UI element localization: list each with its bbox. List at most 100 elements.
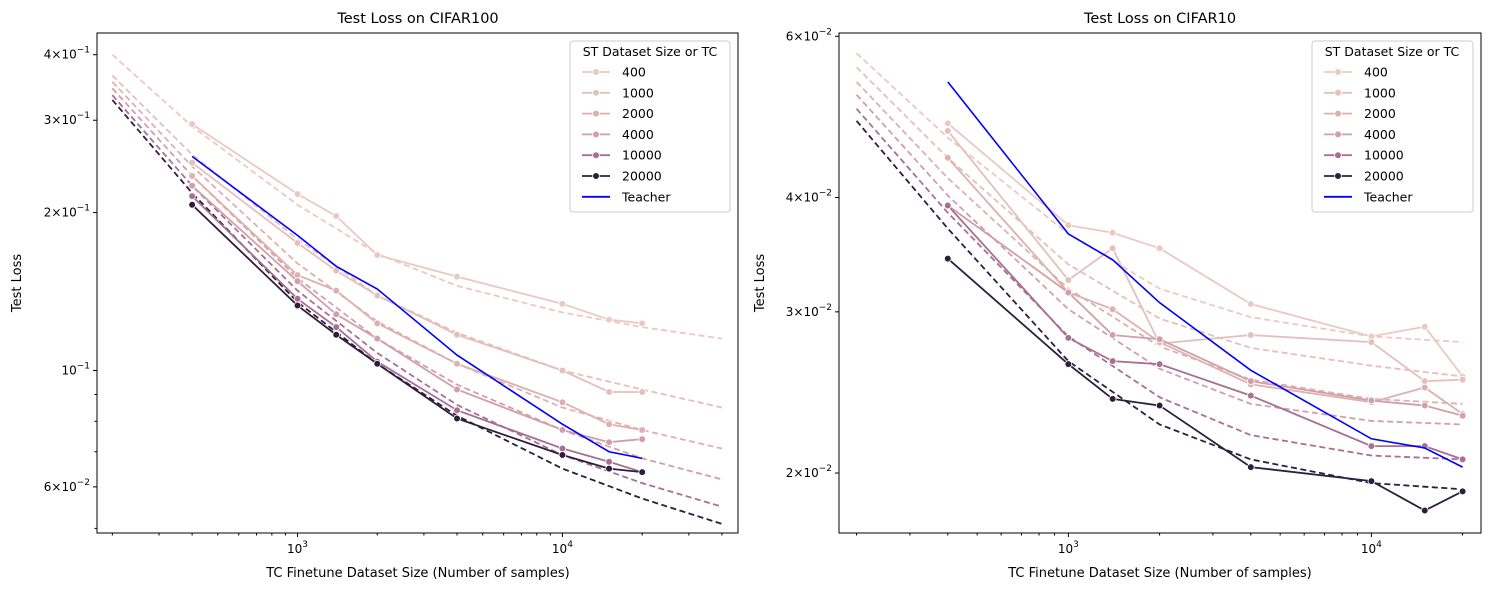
x-tick-label: 103 (1058, 540, 1079, 556)
x-axis-label: TC Finetune Dataset Size (Number of samp… (265, 566, 570, 581)
chart-cifar100: Test Loss on CIFAR100 TC Finetune Datase… (10, 11, 739, 581)
data-point (1367, 477, 1376, 485)
legend-label: 20000 (622, 169, 662, 184)
data-point (373, 319, 382, 328)
data-point (558, 451, 567, 459)
y-tick-label: 3×10−2 (786, 303, 832, 319)
data-point (1247, 391, 1255, 400)
data-point (605, 420, 613, 429)
data-point (605, 388, 613, 396)
legend-title: ST Dataset Size or TC (583, 44, 718, 59)
data-point (332, 266, 341, 275)
legend-label: 2000 (622, 106, 654, 121)
data-point (638, 388, 646, 396)
legend-entry-20000: 20000 (582, 169, 662, 184)
data-point (605, 315, 613, 324)
data-point (332, 323, 341, 331)
legend-swatch-marker (1334, 130, 1342, 139)
data-point (1064, 288, 1073, 297)
legend-title: ST Dataset Size or TC (1325, 44, 1460, 59)
legend-entry-400: 400 (582, 65, 646, 80)
data-point (1247, 463, 1255, 471)
data-point (453, 272, 461, 281)
legend-box (569, 40, 731, 213)
data-point (558, 426, 567, 434)
data-point (453, 406, 461, 415)
legend-label: 400 (622, 65, 646, 80)
data-point (1155, 335, 1164, 344)
data-point (453, 359, 461, 368)
legend-swatch-marker (1334, 109, 1342, 118)
legend-entry-4000: 4000 (1324, 127, 1396, 142)
legend-swatch-marker (592, 151, 600, 160)
data-point (1367, 338, 1376, 346)
legend-swatch-marker (592, 68, 600, 76)
data-point (293, 239, 302, 247)
x-tick-label: 104 (1361, 540, 1382, 556)
axes-frame (96, 32, 739, 534)
data-point (1155, 360, 1164, 368)
legend-entry-1000: 1000 (1324, 85, 1396, 100)
data-point (1108, 244, 1117, 253)
y-tick-label: 3×10−1 (44, 111, 90, 127)
data-point (1064, 221, 1073, 230)
data-point (605, 438, 613, 446)
data-point (1367, 442, 1376, 450)
legend-swatch-marker (1334, 172, 1342, 180)
series-line-1000 (191, 161, 643, 393)
series-line-4000 (191, 185, 643, 444)
legend: ST Dataset Size or TC 400 1000 2000 4000 100… (569, 40, 731, 213)
data-point (373, 251, 382, 259)
data-point (558, 366, 567, 375)
legend-label: 10000 (622, 148, 662, 163)
data-point (605, 464, 613, 473)
data-point (1420, 377, 1429, 385)
data-point (373, 359, 382, 368)
legend-entry-2000: 2000 (582, 106, 654, 121)
data-point (332, 286, 341, 295)
tick-marks: 103 104 6×10−2 10−1 2×10−1 3×10−1 4×10−1 (44, 46, 723, 556)
fit-line-4000 (855, 94, 1463, 426)
legend-swatch-marker (1334, 151, 1342, 160)
legend-entry-teacher: Teacher (1324, 189, 1413, 204)
legend-swatch-marker (1334, 68, 1342, 76)
fit-line-10000 (855, 108, 1463, 461)
data-point (558, 300, 567, 308)
data-point (453, 330, 461, 339)
fit-line-20000 (111, 99, 723, 525)
chart-title: Test Loss on CIFAR10 (1083, 11, 1236, 27)
fit-line-10000 (111, 94, 723, 508)
data-point (943, 119, 952, 128)
data-point (453, 414, 461, 423)
data-point (638, 435, 646, 443)
plot-area (855, 52, 1467, 515)
data-point (1420, 506, 1429, 515)
legend-label: 400 (1364, 65, 1388, 80)
legend-entry-10000: 10000 (582, 148, 662, 163)
data-point (1458, 375, 1467, 384)
data-point (1108, 331, 1117, 339)
data-point (373, 334, 382, 343)
data-point (188, 192, 196, 200)
plot-area (111, 54, 723, 525)
data-point (332, 310, 341, 319)
legend-entry-teacher: Teacher (582, 189, 671, 204)
legend-label: 1000 (622, 85, 654, 100)
data-point (1108, 357, 1117, 365)
data-point (1420, 383, 1429, 392)
legend-entry-4000: 4000 (582, 127, 654, 142)
y-tick-label: 4×10−2 (786, 188, 832, 204)
legend-entry-20000: 20000 (1324, 169, 1404, 184)
y-tick-label: 6×10−2 (786, 27, 832, 43)
y-tick-label: 6×10−2 (44, 478, 90, 494)
data-point (1367, 396, 1376, 405)
legend-swatch-marker (592, 89, 600, 97)
data-point (558, 444, 567, 453)
data-point (558, 398, 567, 407)
legend-label: 2000 (1364, 106, 1396, 121)
y-tick-label: 2×10−1 (44, 204, 90, 220)
data-point (1247, 300, 1255, 308)
data-point (1155, 244, 1164, 253)
data-point (293, 301, 302, 310)
data-point (1064, 334, 1073, 342)
